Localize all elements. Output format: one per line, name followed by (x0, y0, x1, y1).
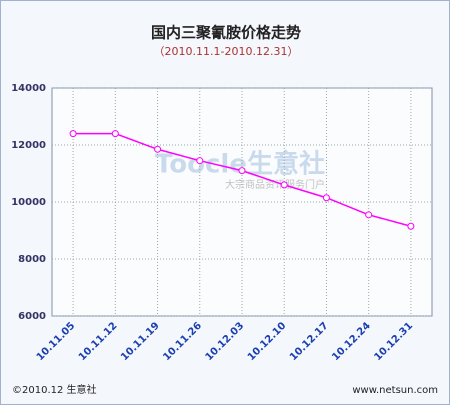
marker (196, 157, 204, 165)
y-tick-label: 10000 (11, 197, 46, 208)
footer-left: ©2010.12 生意社 (12, 383, 97, 396)
marker (365, 211, 373, 219)
watermark: 大宗商品资讯服务门户 (225, 178, 325, 191)
marker (280, 181, 288, 189)
marker (238, 167, 246, 175)
marker (111, 130, 119, 138)
marker (407, 222, 415, 230)
chart-subtitle: （2010.11.1-2010.12.31） (154, 45, 299, 58)
marker (322, 194, 330, 202)
watermark: Toocle生意社 (155, 149, 325, 180)
y-tick-label: 8000 (18, 254, 46, 265)
marker (154, 145, 162, 153)
y-tick-label: 12000 (11, 140, 46, 151)
y-tick-label: 14000 (11, 83, 46, 94)
chart-title: 国内三聚氰胺价格走势 (151, 24, 301, 42)
footer-right: www.netsun.com (352, 385, 438, 396)
marker (69, 130, 77, 138)
y-tick-label: 6000 (18, 311, 46, 322)
